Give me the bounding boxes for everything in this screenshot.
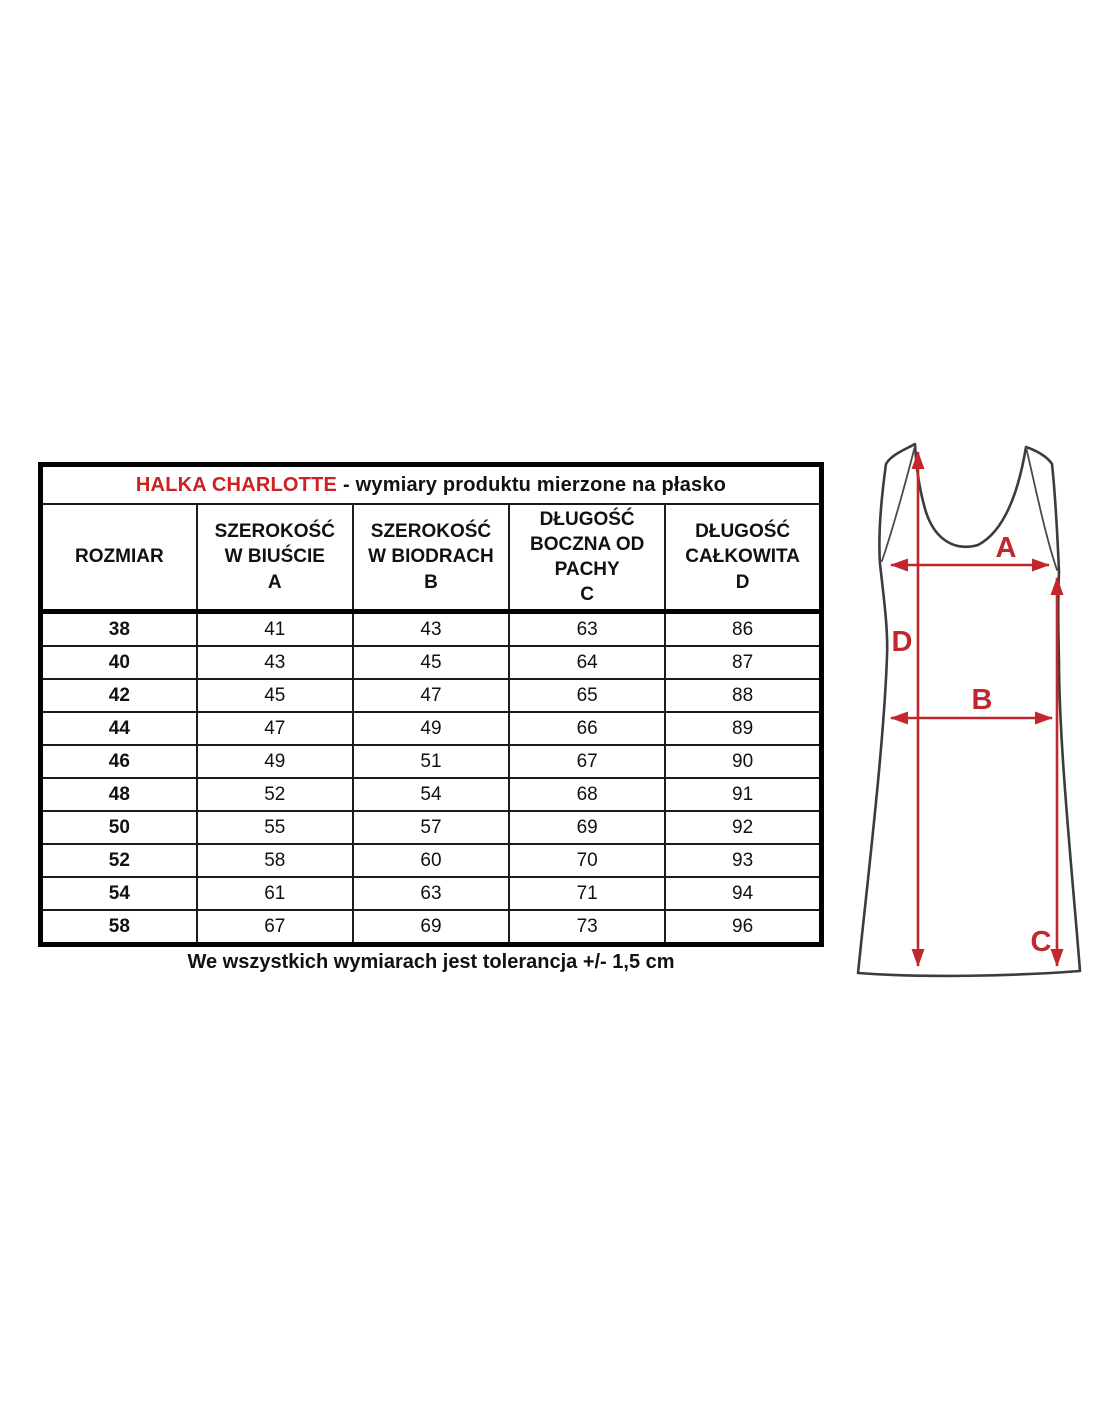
column-header: DŁUGOŚĆ BOCZNA OD PACHY C (508, 503, 667, 614)
measurement-cell: 92 (664, 810, 823, 845)
bust-width-label: A (996, 532, 1017, 564)
measurement-cell: 54 (351, 777, 511, 812)
measurement-cell: 43 (351, 610, 511, 647)
measurement-cell: 51 (351, 744, 511, 779)
measurement-cell: 58 (195, 843, 354, 878)
measurement-cell: 45 (351, 645, 511, 680)
size-cell: 58 (39, 909, 198, 946)
measurement-cell: 73 (508, 909, 667, 946)
side-length-label: C (1031, 926, 1052, 958)
measurement-cell: 52 (195, 777, 354, 812)
measurement-cell: 45 (195, 678, 354, 713)
title-description: - wymiary produktu mierzone na płasko (343, 473, 727, 496)
measurement-cell: 69 (351, 909, 511, 946)
measurement-cell: 87 (664, 645, 823, 680)
size-cell: 44 (39, 711, 198, 746)
measurement-cell: 93 (664, 843, 823, 878)
size-row: 50 55 57 69 92 (39, 810, 823, 845)
size-row: 52 58 60 70 93 (39, 843, 823, 878)
size-row: 38 41 43 63 86 (39, 610, 823, 647)
size-chart-table: HALKA CHARLOTTE - wymiary produktu mierzo… (38, 462, 824, 947)
measurement-cell: 41 (195, 610, 354, 647)
measurement-cell: 86 (664, 610, 823, 647)
size-table-body: 38 41 43 63 86 40 43 45 64 87 42 45 47 65 88 44 47 49 66 89… (39, 610, 823, 946)
measurement-cell: 67 (508, 744, 667, 779)
size-cell: 46 (39, 744, 198, 779)
measurement-cell: 63 (351, 876, 511, 911)
measurement-cell: 65 (508, 678, 667, 713)
size-cell: 52 (39, 843, 198, 878)
measurement-cell: 94 (664, 876, 823, 911)
size-row: 44 47 49 66 89 (39, 711, 823, 746)
measurement-cell: 43 (195, 645, 354, 680)
measurement-cell: 91 (664, 777, 823, 812)
measurement-cell: 68 (508, 777, 667, 812)
size-row: 58 67 69 73 96 (39, 909, 823, 946)
measurement-cell: 64 (508, 645, 667, 680)
measurement-cell: 47 (195, 711, 354, 746)
table-title-row: HALKA CHARLOTTE - wymiary produktu mierzo… (39, 463, 823, 505)
measurement-cell: 61 (195, 876, 354, 911)
table-header-row: ROZMIAR SZEROKOŚĆ W BIUŚCIE A SZEROKOŚĆ W BIO… (39, 503, 823, 614)
measurement-cell: 70 (508, 843, 667, 878)
column-header: ROZMIAR (39, 503, 198, 614)
product-name: HALKA CHARLOTTE (135, 473, 338, 496)
measurement-cell: 71 (508, 876, 667, 911)
measurement-cell: 69 (508, 810, 667, 845)
size-cell: 54 (39, 876, 198, 911)
measurement-cell: 67 (195, 909, 354, 946)
table-title-cell: HALKA CHARLOTTE - wymiary produktu mierzo… (39, 463, 823, 505)
size-cell: 42 (39, 678, 198, 713)
hip-width-label: B (972, 684, 993, 716)
dress-measurement-diagram: A B C D (856, 442, 1082, 978)
size-row: 46 49 51 67 90 (39, 744, 823, 779)
measurement-cell: 49 (195, 744, 354, 779)
measurement-cell: 63 (508, 610, 667, 647)
column-header: SZEROKOŚĆ W BIUŚCIE A (195, 503, 354, 614)
size-cell: 48 (39, 777, 198, 812)
measurement-cell: 88 (664, 678, 823, 713)
measurement-cell: 89 (664, 711, 823, 746)
tolerance-note: We wszystkich wymiarach jest tolerancja … (187, 951, 675, 973)
total-length-label: D (892, 626, 913, 658)
size-cell: 38 (39, 610, 198, 647)
dress-back-edge-right (1025, 446, 1058, 571)
measurement-cell: 66 (508, 711, 667, 746)
size-cell: 50 (39, 810, 198, 845)
dress-outline (856, 442, 1082, 978)
size-row: 42 45 47 65 88 (39, 678, 823, 713)
column-header: DŁUGOŚĆ CAŁKOWITA D (664, 503, 823, 614)
measurement-cell: 96 (664, 909, 823, 946)
measurement-cell: 60 (351, 843, 511, 878)
size-row: 40 43 45 64 87 (39, 645, 823, 680)
measurement-cell: 90 (664, 744, 823, 779)
size-row: 54 61 63 71 94 (39, 876, 823, 911)
measurement-cell: 57 (351, 810, 511, 845)
size-row: 48 52 54 68 91 (39, 777, 823, 812)
measurement-cell: 55 (195, 810, 354, 845)
measurement-cell: 47 (351, 678, 511, 713)
size-cell: 40 (39, 645, 198, 680)
column-header: SZEROKOŚĆ W BIODRACH B (351, 503, 511, 614)
measurement-cell: 49 (351, 711, 511, 746)
